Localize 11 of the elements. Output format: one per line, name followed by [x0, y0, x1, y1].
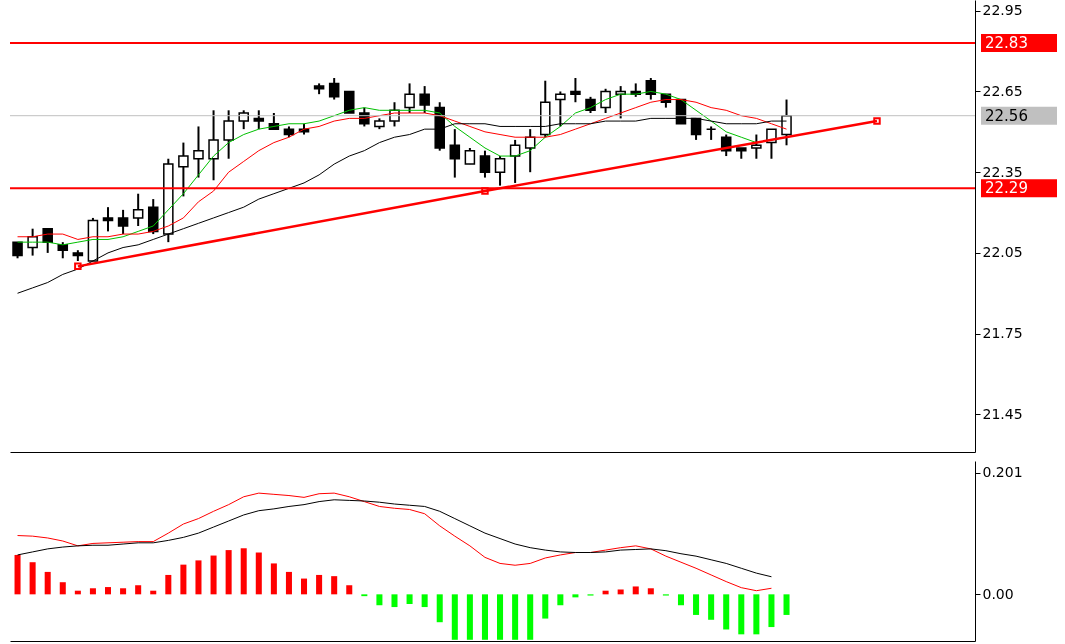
- ref-line-label: 22.83: [985, 34, 1028, 53]
- ref-line-label: 22.29: [985, 179, 1028, 198]
- y-tick-label: 22.35: [982, 163, 1023, 180]
- y-tick-label: 22.05: [982, 244, 1023, 261]
- y-tick-label: 21.75: [982, 325, 1023, 342]
- y-tick-label: 0.00: [982, 585, 1014, 602]
- ref-line-label: 22.56: [985, 106, 1028, 125]
- y-tick-label: 22.95: [982, 2, 1023, 19]
- y-tick-label: 22.65: [982, 82, 1023, 99]
- y-tick-label: 0.201: [982, 464, 1023, 481]
- y-tick-label: 21.45: [982, 405, 1023, 422]
